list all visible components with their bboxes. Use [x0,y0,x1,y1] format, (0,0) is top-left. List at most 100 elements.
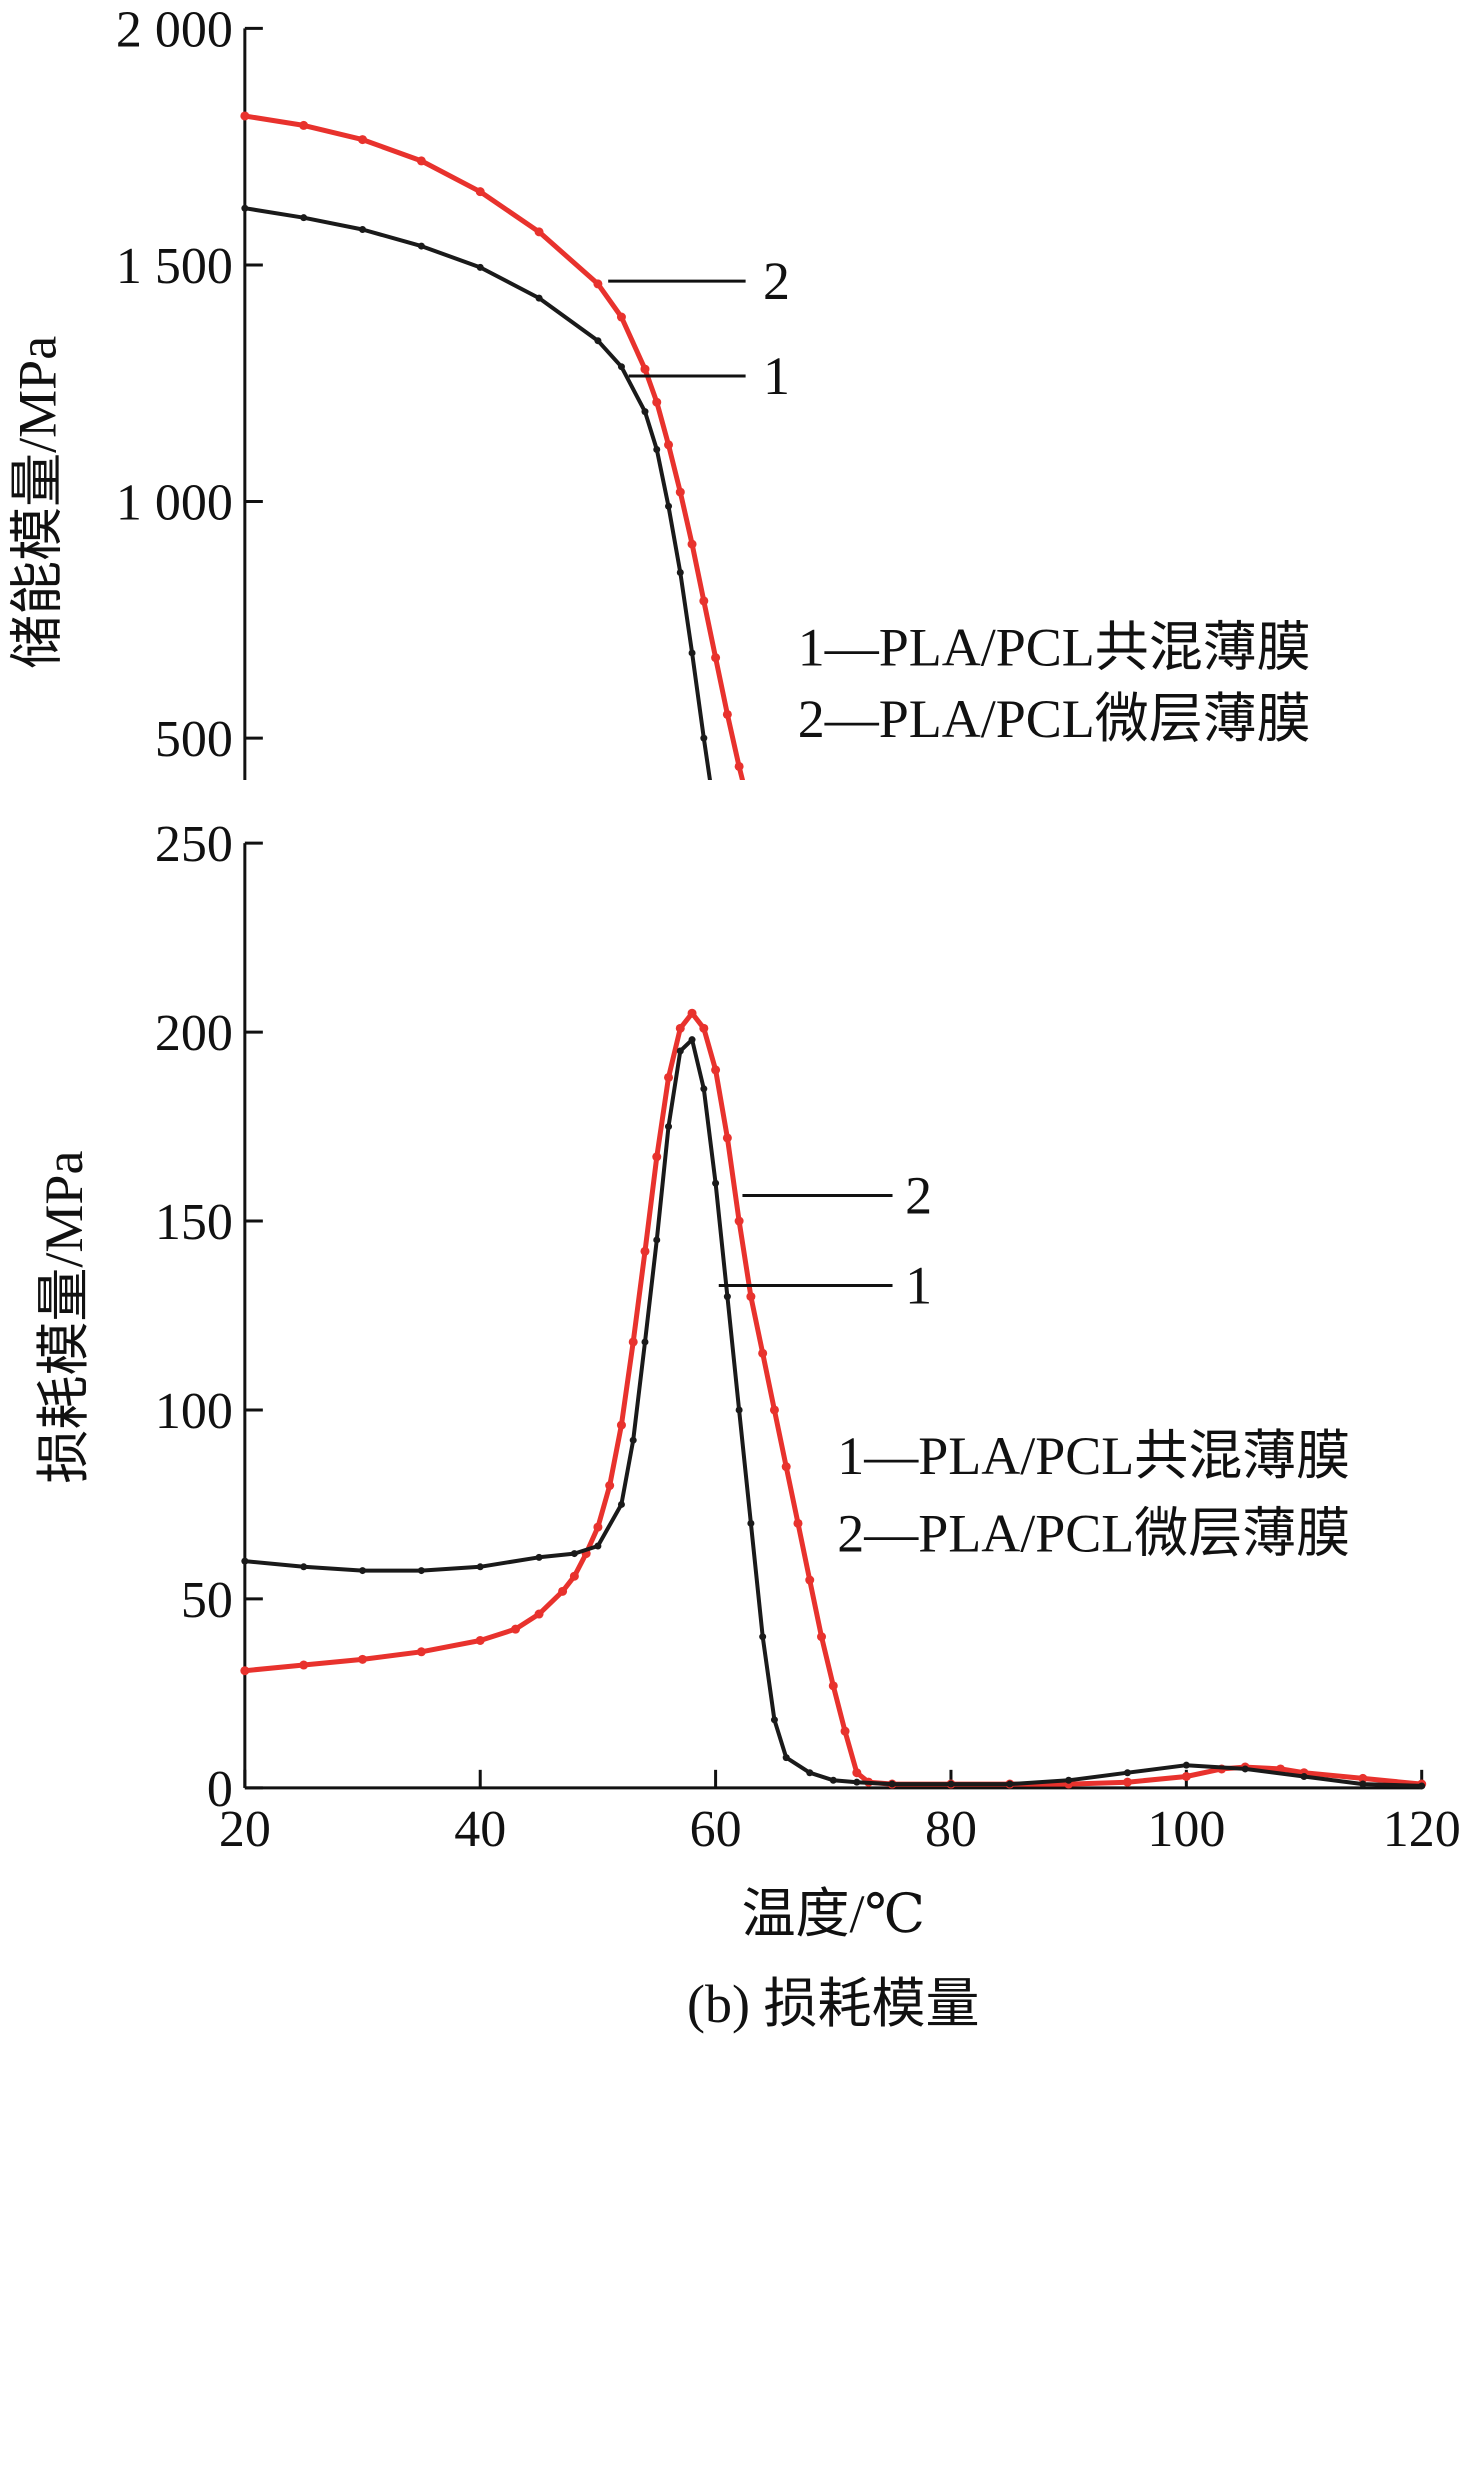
series-2-point [358,1654,368,1664]
y-tick-label: 1 500 [116,238,233,295]
series-1-point [735,1406,743,1414]
series-1-point [300,1563,308,1571]
series-2-point [569,1571,579,1581]
series-1-point [688,1036,696,1044]
series-2-point [722,709,732,719]
series-1-point [300,214,308,222]
x-tick-label: 40 [454,1801,506,1858]
series-1-point [665,1123,673,1131]
callout-label-1: 1 [763,346,790,406]
series-1-point [806,1769,814,1777]
series-1-point [1241,1765,1249,1773]
series-2-point [628,1337,638,1347]
series-2-point [605,1481,615,1491]
series-1-point [359,226,367,234]
series-2-point [475,187,485,197]
series-2-point [640,364,650,374]
y-tick-label: 1 000 [116,475,233,532]
series-2-point [664,1072,674,1082]
y-tick-label: 100 [155,1383,233,1440]
y-tick-label: 200 [155,1005,233,1062]
series-1-point [1006,1780,1014,1788]
series-2-point [511,1624,521,1634]
series-2-point [734,761,744,771]
series-2-point [240,111,250,121]
series-2-point [558,1586,568,1596]
series-1-point [641,1338,649,1346]
legend-entry: 2—PLA/PCL微层薄膜 [837,1504,1350,1564]
series-1-point [241,204,249,212]
series-2-point [675,487,685,497]
series-1-point [782,1754,790,1762]
series-1-point [641,408,649,416]
series-2-point [475,1635,485,1645]
series-1-point [665,502,673,510]
series-2-point [675,1023,685,1033]
legend-entry: 1—PLA/PCL共混薄膜 [837,1426,1350,1486]
loss-modulus-panel: 0 50 100 150 200 250 20 40 60 80 100 120 2 1 1—PLA/PCL… [0,780,1477,2476]
series-1-point [888,1780,896,1788]
series-1-point [241,1557,249,1565]
series-2-point [805,1575,815,1585]
series-1-point [629,1436,637,1444]
callout-label-1: 1 [905,1255,932,1315]
series-1-point [829,1776,837,1784]
series-2-point [711,653,721,663]
series-2-point [840,1726,850,1736]
x-tick-label: 100 [1147,1801,1225,1858]
series-1-point [1418,1782,1426,1790]
y-tick-label: 250 [155,816,233,873]
legend-entry: 2—PLA/PCL微层薄膜 [798,689,1311,749]
series-1-point [700,734,708,742]
series-2-point [534,227,544,237]
y-tick-label: 50 [181,1572,233,1629]
series-2-point [416,1647,426,1657]
series-2-point [828,1681,838,1691]
series-1-point [947,1780,955,1788]
series-2-point [616,1420,626,1430]
x-tick-label: 60 [690,1801,742,1858]
series-2-point [793,1518,803,1528]
series-2-point [1122,1777,1132,1787]
x-tick-label: 80 [925,1801,977,1858]
series-1-point [1300,1772,1308,1780]
series-1-point [594,1542,602,1550]
series-1-point [712,1179,720,1187]
series-2-point [593,1522,603,1532]
series-1-point [723,1293,731,1301]
series-1-point [1123,1769,1131,1777]
y-tick-label: 500 [155,711,233,768]
y-tick-label: 150 [155,1194,233,1251]
series-2-point [781,1462,791,1472]
series-1-point [1359,1780,1367,1788]
series-2-point [769,1405,779,1415]
series-2-point [616,312,626,322]
series-2-point [299,120,309,130]
series-2-point [722,1133,732,1143]
y-tick-label: 0 [207,1761,233,1818]
series-1-point [747,1519,755,1527]
series-2-point [358,135,368,145]
series-2-point [852,1768,862,1778]
y-tick-label: 2 000 [116,1,233,58]
series-1-line [244,206,712,780]
series-1-point [653,1236,661,1244]
series-2-point [758,1348,768,1358]
series-1-point [1065,1776,1073,1784]
series-1-point [617,363,625,371]
series-2-point [687,539,697,549]
series-2-point [711,1065,721,1075]
series-1-point [700,1085,708,1093]
series-1-point [1182,1761,1190,1769]
series-1-point [476,1563,484,1571]
x-axis-title: 温度/℃ [742,1884,925,1944]
series-1-point [417,1567,425,1575]
series-1-point [676,1047,684,1055]
series-2-point [299,1660,309,1670]
panel-caption: (b) 损耗模量 [687,1974,979,2034]
series-2-point [1358,1773,1368,1783]
series-1-point [759,1633,767,1641]
series-2-line [244,113,746,780]
series-2-point [664,440,674,450]
series-2-point [240,1666,250,1676]
